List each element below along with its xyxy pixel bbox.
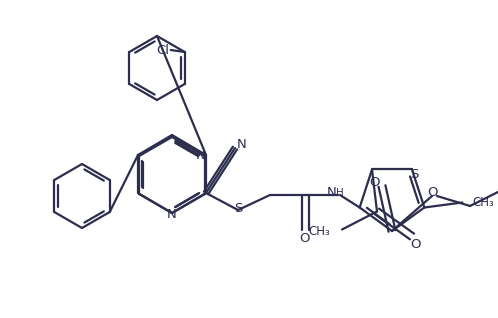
Text: N: N — [167, 209, 177, 222]
Text: N: N — [237, 139, 247, 151]
Text: N: N — [196, 149, 206, 162]
Text: O: O — [410, 238, 420, 251]
Text: O: O — [370, 176, 380, 190]
Text: S: S — [410, 168, 418, 181]
Text: Cl: Cl — [156, 44, 169, 57]
Text: N: N — [327, 186, 337, 199]
Text: O: O — [427, 186, 437, 199]
Text: O: O — [300, 232, 310, 245]
Text: H: H — [336, 188, 344, 198]
Text: CH₃: CH₃ — [472, 196, 494, 209]
Text: S: S — [234, 202, 242, 215]
Text: CH₃: CH₃ — [308, 225, 330, 238]
